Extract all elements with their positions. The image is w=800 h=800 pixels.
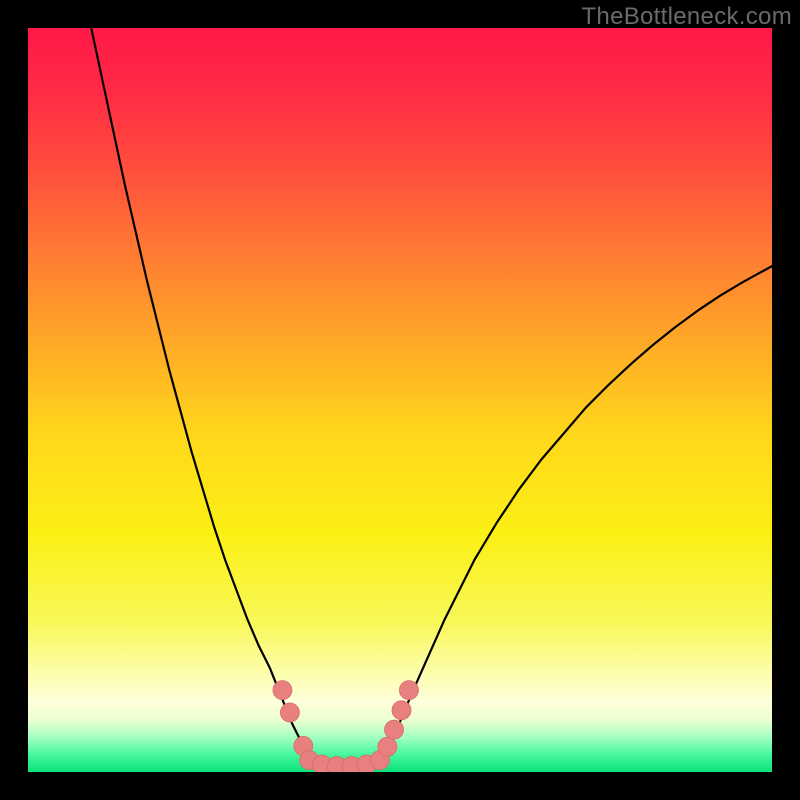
curve-marker — [399, 681, 418, 700]
curve-marker — [385, 720, 404, 739]
curve-marker — [378, 737, 397, 756]
curve-marker — [273, 681, 292, 700]
chart-background — [28, 28, 772, 772]
bottleneck-chart — [28, 28, 772, 772]
chart-svg — [28, 28, 772, 772]
watermark-text: TheBottleneck.com — [581, 3, 792, 31]
curve-marker — [280, 703, 299, 722]
curve-marker — [392, 701, 411, 720]
